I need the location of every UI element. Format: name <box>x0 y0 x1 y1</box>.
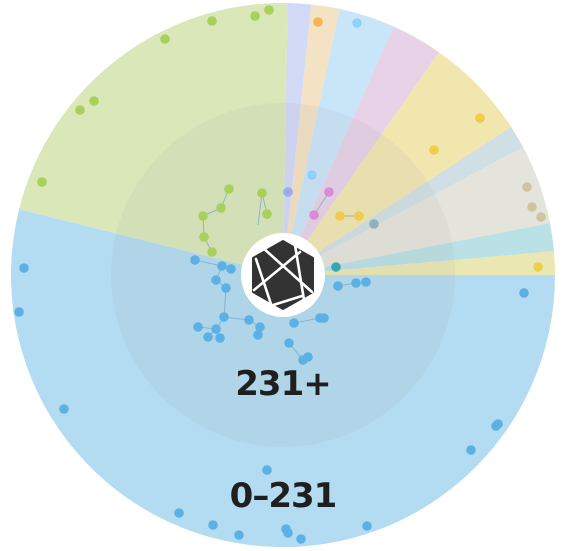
data-point[interactable] <box>354 211 364 221</box>
data-point[interactable] <box>211 275 221 285</box>
data-point[interactable] <box>215 333 225 343</box>
data-point[interactable] <box>333 281 343 291</box>
data-point[interactable] <box>250 11 260 21</box>
data-point[interactable] <box>522 182 532 192</box>
data-point[interactable] <box>14 307 24 317</box>
data-point[interactable] <box>264 5 274 15</box>
data-point[interactable] <box>190 255 200 265</box>
data-point[interactable] <box>284 338 294 348</box>
data-point[interactable] <box>221 283 231 293</box>
data-point[interactable] <box>331 262 341 272</box>
data-point[interactable] <box>296 534 306 544</box>
sector-layer <box>11 2 556 548</box>
data-point[interactable] <box>303 352 313 362</box>
data-point[interactable] <box>262 209 272 219</box>
data-point[interactable] <box>37 177 47 187</box>
data-point[interactable] <box>319 313 329 323</box>
data-point[interactable] <box>199 232 209 242</box>
data-point[interactable] <box>289 318 299 328</box>
cluster-link <box>223 287 227 318</box>
sector-peach <box>283 4 340 275</box>
sector-light-blue <box>283 8 394 276</box>
data-point[interactable] <box>208 520 218 530</box>
data-point[interactable] <box>324 187 334 197</box>
data-point[interactable] <box>59 404 69 414</box>
data-point[interactable] <box>217 261 227 271</box>
data-point[interactable] <box>193 322 203 332</box>
data-point[interactable] <box>283 187 293 197</box>
data-point[interactable] <box>262 465 272 475</box>
data-point[interactable] <box>216 203 226 213</box>
data-point[interactable] <box>244 315 254 325</box>
data-point[interactable] <box>89 96 99 106</box>
point-layer <box>14 5 546 544</box>
data-point[interactable] <box>198 211 208 221</box>
data-point[interactable] <box>351 278 361 288</box>
outer-ring-label: 0–231 <box>230 476 337 516</box>
data-point[interactable] <box>369 219 379 229</box>
sector-lavender <box>283 3 312 275</box>
data-point[interactable] <box>226 264 236 274</box>
data-point[interactable] <box>429 145 439 155</box>
data-point[interactable] <box>255 322 265 332</box>
data-point[interactable] <box>536 212 546 222</box>
data-point[interactable] <box>362 521 372 531</box>
data-point[interactable] <box>75 105 85 115</box>
data-point[interactable] <box>234 530 244 540</box>
sector-blue-large <box>11 209 556 548</box>
data-point[interactable] <box>361 277 371 287</box>
data-point[interactable] <box>203 332 213 342</box>
sector-slate <box>283 126 524 276</box>
inner-ring-label: 231+ <box>235 364 330 404</box>
data-point[interactable] <box>253 330 263 340</box>
data-point[interactable] <box>475 113 485 123</box>
data-point[interactable] <box>307 170 317 180</box>
sector-yellow-small <box>283 251 556 275</box>
sector-beige <box>283 147 550 275</box>
data-point[interactable] <box>257 188 267 198</box>
sector-pink <box>283 26 439 275</box>
data-point[interactable] <box>519 288 529 298</box>
hexagon-logo-icon <box>252 240 314 310</box>
data-point[interactable] <box>207 16 217 26</box>
data-point[interactable] <box>313 17 323 27</box>
data-point[interactable] <box>160 34 170 44</box>
data-point[interactable] <box>533 262 543 272</box>
sector-teal <box>283 223 554 275</box>
center-logo[interactable] <box>241 233 325 317</box>
data-point[interactable] <box>335 211 345 221</box>
data-point[interactable] <box>493 419 503 429</box>
cluster-link <box>257 192 263 226</box>
data-point[interactable] <box>211 324 221 334</box>
data-point[interactable] <box>174 508 184 518</box>
data-point[interactable] <box>527 202 537 212</box>
data-point[interactable] <box>352 18 362 28</box>
data-point[interactable] <box>466 445 476 455</box>
data-point[interactable] <box>309 210 319 220</box>
data-point[interactable] <box>283 528 293 538</box>
data-point[interactable] <box>224 184 234 194</box>
data-point[interactable] <box>207 247 217 257</box>
data-point[interactable] <box>19 263 29 273</box>
data-point[interactable] <box>219 312 229 322</box>
